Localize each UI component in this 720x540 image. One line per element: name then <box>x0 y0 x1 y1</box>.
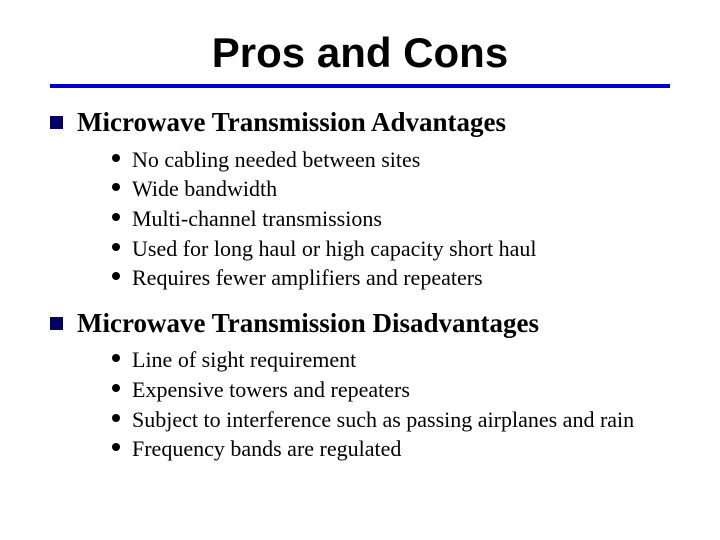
dot-bullet-icon <box>112 443 120 451</box>
list-item: Requires fewer amplifiers and repeaters <box>112 263 670 293</box>
section-title: Microwave Transmission Advantages <box>77 106 506 138</box>
list-item-text: Expensive towers and repeaters <box>132 375 410 405</box>
section: Microwave Transmission Disadvantages <box>50 307 670 339</box>
list-item: No cabling needed between sites <box>112 145 670 175</box>
sub-list: No cabling needed between sitesWide band… <box>112 145 670 293</box>
list-item-text: Multi-channel transmissions <box>132 204 382 234</box>
list-item-text: Frequency bands are regulated <box>132 434 401 464</box>
list-item: Expensive towers and repeaters <box>112 375 670 405</box>
dot-bullet-icon <box>112 414 120 422</box>
list-item-text: Requires fewer amplifiers and repeaters <box>132 263 483 293</box>
list-item-text: Wide bandwidth <box>132 174 277 204</box>
dot-bullet-icon <box>112 384 120 392</box>
list-item: Multi-channel transmissions <box>112 204 670 234</box>
slide: Pros and Cons Microwave Transmission Adv… <box>0 0 720 540</box>
list-item-text: No cabling needed between sites <box>132 145 420 175</box>
list-item: Subject to interference such as passing … <box>112 405 670 435</box>
dot-bullet-icon <box>112 183 120 191</box>
title-underline <box>50 84 670 88</box>
list-item: Line of sight requirement <box>112 345 670 375</box>
dot-bullet-icon <box>112 213 120 221</box>
list-item-text: Subject to interference such as passing … <box>132 405 634 435</box>
dot-bullet-icon <box>112 243 120 251</box>
list-item-text: Line of sight requirement <box>132 345 356 375</box>
list-item: Wide bandwidth <box>112 174 670 204</box>
content: Microwave Transmission Advantages No cabl… <box>50 106 670 464</box>
section: Microwave Transmission Advantages <box>50 106 670 138</box>
section-title: Microwave Transmission Disadvantages <box>77 307 539 339</box>
dot-bullet-icon <box>112 354 120 362</box>
list-item: Frequency bands are regulated <box>112 434 670 464</box>
square-bullet-icon <box>50 116 63 129</box>
list-item-text: Used for long haul or high capacity shor… <box>132 234 536 264</box>
sub-list: Line of sight requirementExpensive tower… <box>112 345 670 464</box>
square-bullet-icon <box>50 317 63 330</box>
dot-bullet-icon <box>112 272 120 280</box>
list-item: Used for long haul or high capacity shor… <box>112 234 670 264</box>
slide-title: Pros and Cons <box>50 30 670 76</box>
dot-bullet-icon <box>112 154 120 162</box>
